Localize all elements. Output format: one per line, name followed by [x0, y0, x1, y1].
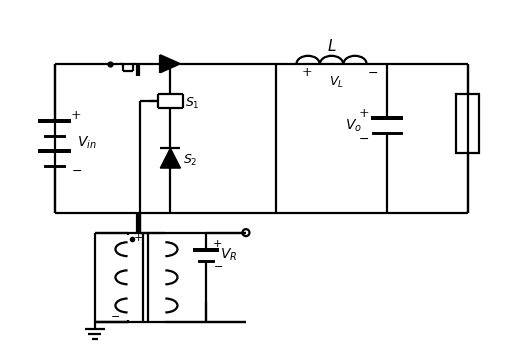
Text: $S_1$: $S_1$ — [185, 96, 200, 111]
Text: $V_{in}$: $V_{in}$ — [77, 135, 97, 151]
Text: $-$: $-$ — [110, 310, 120, 320]
Text: $-$: $-$ — [367, 66, 378, 79]
Text: $V_L$: $V_L$ — [329, 75, 344, 90]
Polygon shape — [160, 148, 180, 168]
Text: $L$: $L$ — [327, 38, 336, 54]
Text: +: + — [302, 66, 312, 79]
Text: $V_R$: $V_R$ — [220, 247, 237, 263]
Text: +: + — [71, 109, 81, 122]
Bar — [457, 94, 479, 153]
Text: +: + — [213, 239, 223, 249]
Text: $S_2$: $S_2$ — [183, 153, 198, 168]
Text: $-$: $-$ — [71, 164, 82, 177]
Text: $-$: $-$ — [213, 260, 223, 270]
Text: $V_o$: $V_o$ — [345, 117, 362, 134]
Polygon shape — [160, 55, 180, 73]
Text: +: + — [359, 107, 369, 120]
Text: +: + — [134, 232, 143, 242]
Text: $-$: $-$ — [358, 132, 369, 145]
